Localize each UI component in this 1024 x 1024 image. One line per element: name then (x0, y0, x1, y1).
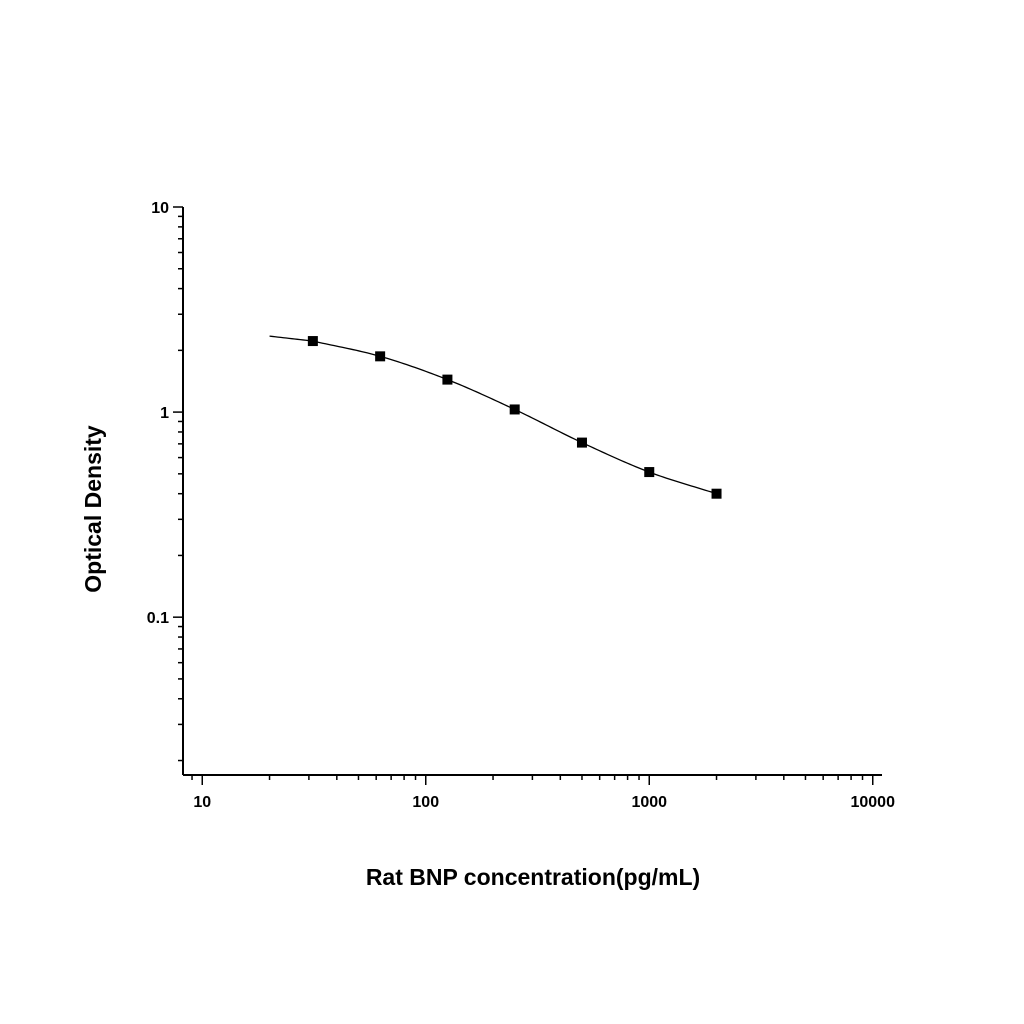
data-points (307, 336, 722, 499)
y-tick-label: 10 (151, 200, 169, 217)
data-point (644, 467, 655, 478)
data-point (509, 404, 520, 415)
x-axis-title: Rat BNP concentration(pg/mL) (366, 864, 700, 890)
x-tick-label: 10 (193, 794, 211, 811)
y-ticks: 10 1 0.1 (147, 200, 183, 762)
data-point (576, 437, 587, 448)
x-tick-label: 1000 (631, 794, 667, 811)
data-point (307, 336, 318, 347)
data-point (442, 374, 453, 385)
x-tick-label: 100 (412, 794, 439, 811)
y-tick-label: 1 (160, 405, 169, 422)
data-point (375, 351, 386, 362)
x-ticks: 10 100 1000 10000 (191, 775, 895, 811)
y-tick-label: 0.1 (147, 610, 169, 627)
plot-area: 10 1 0.1 10 100 1000 10000 (147, 200, 895, 811)
y-axis-title: Optical Density (80, 425, 106, 593)
x-tick-label: 10000 (850, 794, 895, 811)
data-point (711, 488, 722, 499)
fit-curve (269, 335, 717, 495)
